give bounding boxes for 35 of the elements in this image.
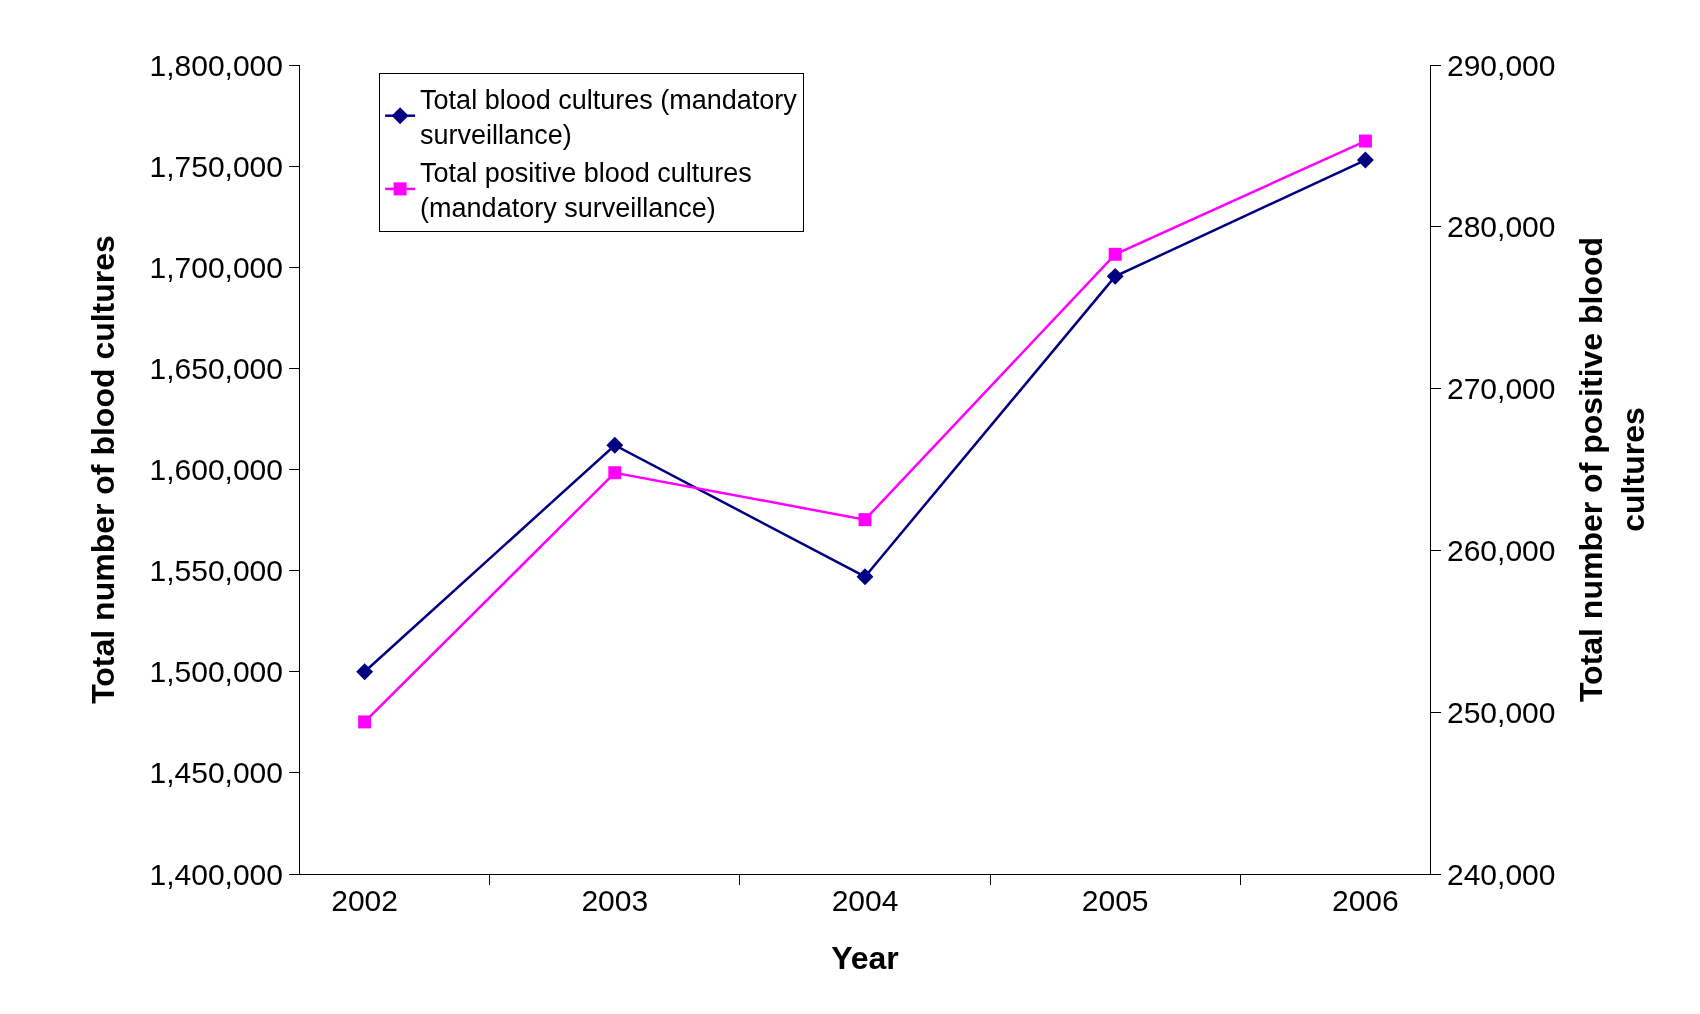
y-tick-label: 1,800,000 [149,48,283,82]
point [358,715,372,729]
point [1108,247,1122,261]
point [1356,151,1374,169]
y-tick-label: 1,550,000 [149,554,283,588]
x-tick-label: 2004 [831,884,899,917]
x-tick-label: 2003 [581,884,649,917]
y-tick-label: 1,750,000 [149,149,283,183]
point [856,568,874,586]
y2-tick-label: 260,000 [1447,533,1556,567]
legend-label: Total blood cultures (mandatory surveillance) [420,84,798,150]
y-tick-label: 1,650,000 [149,351,283,385]
legend-label: Total positive blood cultures (mandatory surveillance) [420,157,752,223]
x-axis-title: Year [831,939,899,976]
x-tick-label: 2002 [331,884,399,917]
y-axis-title: Total number of blood cultures [84,235,121,704]
y2-tick-label: 270,000 [1447,372,1556,406]
y-tick-label: 1,450,000 [149,756,283,790]
y-tick-label: 1,400,000 [149,857,283,891]
x-tick-label: 2006 [1332,884,1399,917]
point [356,663,374,681]
y2-axis-title: Total number of positive blood cultures [1573,236,1651,703]
y-tick-label: 1,600,000 [149,453,283,486]
point [858,513,872,527]
y2-tick-label: 290,000 [1447,48,1556,82]
y2-tick-label: 250,000 [1447,695,1556,729]
point [1358,134,1372,148]
x-tick-label: 2005 [1081,884,1149,917]
point [606,436,624,454]
y-tick-label: 1,500,000 [149,655,283,689]
y2-tick-label: 280,000 [1447,210,1556,244]
point [1106,267,1124,285]
point [608,466,622,480]
y-tick-label: 1,700,000 [149,250,283,284]
y2-tick-label: 240,000 [1447,857,1556,891]
